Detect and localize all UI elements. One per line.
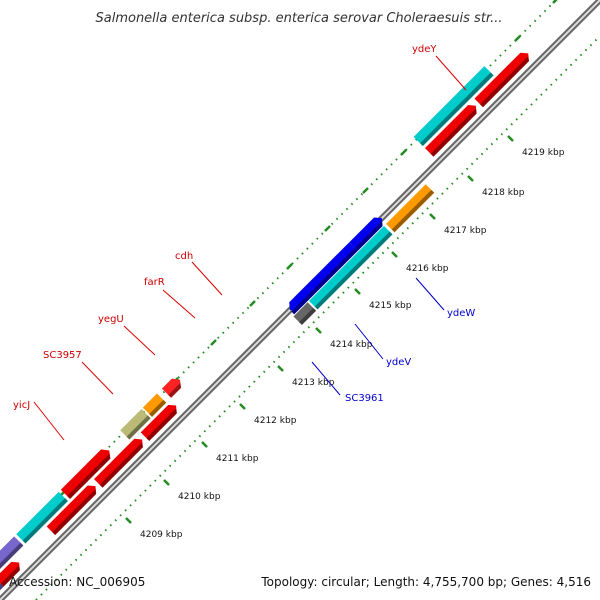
gene-label-leader <box>311 361 341 396</box>
gene-reverse <box>424 105 477 157</box>
gene-label-yegu: yegU <box>98 314 124 325</box>
major-tick <box>514 35 521 42</box>
gene-label-ydey: ydeY <box>412 44 437 55</box>
gene-ydeW <box>386 184 435 233</box>
major-tick <box>249 300 256 307</box>
gene-reverse <box>474 52 529 108</box>
gene-reverse <box>140 404 177 441</box>
gene-reverse <box>60 449 111 499</box>
gene-yicJ <box>16 491 68 544</box>
gene-label-sc3961: SC3961 <box>345 393 384 404</box>
major-tick <box>286 263 293 270</box>
gene-label-leader <box>81 361 114 395</box>
scale-tick-label: 4219 kbp <box>522 148 565 158</box>
gene-label-cdh: cdh <box>175 251 193 262</box>
gene-farR <box>142 393 167 417</box>
scale-tick-label: 4216 kbp <box>406 264 449 274</box>
major-tick <box>201 441 208 448</box>
gene-ydeY <box>413 66 494 147</box>
gene-label-leader <box>435 55 467 91</box>
map-title: Salmonella enterica subsp. enterica sero… <box>96 11 503 26</box>
gene-label-leader <box>123 325 156 356</box>
gene-label-ydew: ydeW <box>447 308 475 319</box>
gene-label-leader <box>191 261 223 296</box>
scale-tick-label: 4213 kbp <box>292 378 335 388</box>
gene-label-ydev: ydeV <box>386 357 411 368</box>
major-tick <box>324 225 331 232</box>
gene-features <box>0 52 529 596</box>
major-tick <box>552 0 558 4</box>
gene-label-leader <box>162 289 196 319</box>
gene-cdh <box>161 378 182 398</box>
scale-tick-label: 4211 kbp <box>216 454 259 464</box>
gene-yegU <box>120 409 151 440</box>
scale-tick-label: 4212 kbp <box>254 416 297 426</box>
major-tick <box>467 175 474 182</box>
major-tick <box>507 135 514 142</box>
gene-label-farr: farR <box>144 277 165 288</box>
gene-block <box>0 578 4 596</box>
accession-text: Accession: NC_006905 <box>9 575 145 589</box>
major-tick <box>400 149 407 156</box>
major-tick <box>210 339 217 346</box>
major-tick <box>429 213 436 220</box>
scale-tick-labels: 4209 kbp 4210 kbp 4211 kbp 4212 kbp 4213 kbp… <box>140 148 565 540</box>
major-tick <box>362 187 369 194</box>
gene-label-yicj: yicJ <box>13 400 30 411</box>
scale-tick-label: 4210 kbp <box>178 492 221 502</box>
gene-reverse <box>0 561 20 596</box>
gene-labels: yicJ SC3957 yegU farR cdh ydeY SC3961 ydeV ydeW <box>13 44 475 441</box>
major-tick <box>277 365 284 372</box>
gene-block <box>0 536 24 585</box>
major-tick <box>239 403 246 410</box>
gene-forward <box>289 242 358 315</box>
gene-label-leader <box>33 401 65 441</box>
scale-tick-label: 4214 kbp <box>330 340 373 350</box>
gene-label-leader <box>354 323 384 360</box>
gene-label-leader <box>415 277 445 311</box>
scale-tick-label: 4215 kbp <box>369 301 412 311</box>
gene-label-sc3957: SC3957 <box>43 350 82 361</box>
major-tick <box>315 327 322 334</box>
major-tick <box>354 288 361 295</box>
summary-text: Topology: circular; Length: 4,755,700 bp… <box>260 575 591 589</box>
major-tick <box>163 479 170 486</box>
gene-reverse <box>94 438 143 488</box>
gene-SC3961 <box>293 302 317 325</box>
scale-tick-label: 4209 kbp <box>140 530 183 540</box>
major-tick <box>125 517 132 524</box>
gene-reverse <box>46 485 97 535</box>
scale-tick-label: 4218 kbp <box>482 188 525 198</box>
gene-forward <box>349 217 383 251</box>
major-tick <box>391 251 398 258</box>
scale-tick-label: 4217 kbp <box>444 226 487 236</box>
gene-ydeV <box>309 225 393 310</box>
